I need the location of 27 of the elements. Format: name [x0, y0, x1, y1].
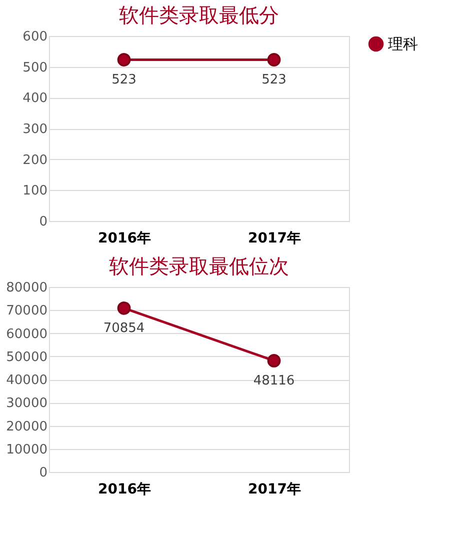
y-tick-label: 30000 — [6, 396, 48, 412]
y-tick-label: 20000 — [6, 419, 48, 434]
y-tick-label: 0 — [39, 214, 48, 230]
x-tick-label: 2016年 — [98, 230, 151, 246]
data-label: 523 — [262, 72, 286, 88]
x-tick-label: 2016年 — [98, 482, 151, 498]
y-tick-label: 600 — [22, 30, 48, 44]
y-tick-label: 50000 — [6, 350, 48, 365]
chart-title: 软件类录取最低分 — [119, 3, 279, 27]
y-tick-label: 10000 — [6, 442, 48, 458]
legend-label: 理科 — [388, 35, 418, 53]
y-tick-label: 0 — [39, 466, 48, 480]
chart-title: 软件类录取最低位次 — [109, 254, 289, 278]
data-label: 523 — [112, 72, 136, 88]
y-tick-label: 200 — [22, 152, 48, 168]
y-tick-label: 60000 — [6, 326, 48, 342]
x-tick-label: 2017年 — [248, 230, 301, 246]
y-tick-label: 100 — [22, 184, 48, 199]
y-tick-label: 400 — [22, 91, 48, 106]
data-label: 48116 — [253, 374, 295, 389]
x-tick-label: 2017年 — [248, 482, 301, 498]
y-tick-label: 70000 — [6, 304, 48, 319]
y-tick-label: 300 — [22, 122, 48, 137]
data-label: 70854 — [103, 321, 145, 336]
y-tick-label: 80000 — [6, 280, 48, 296]
y-tick-label: 40000 — [6, 373, 48, 388]
y-tick-label: 500 — [22, 60, 48, 76]
